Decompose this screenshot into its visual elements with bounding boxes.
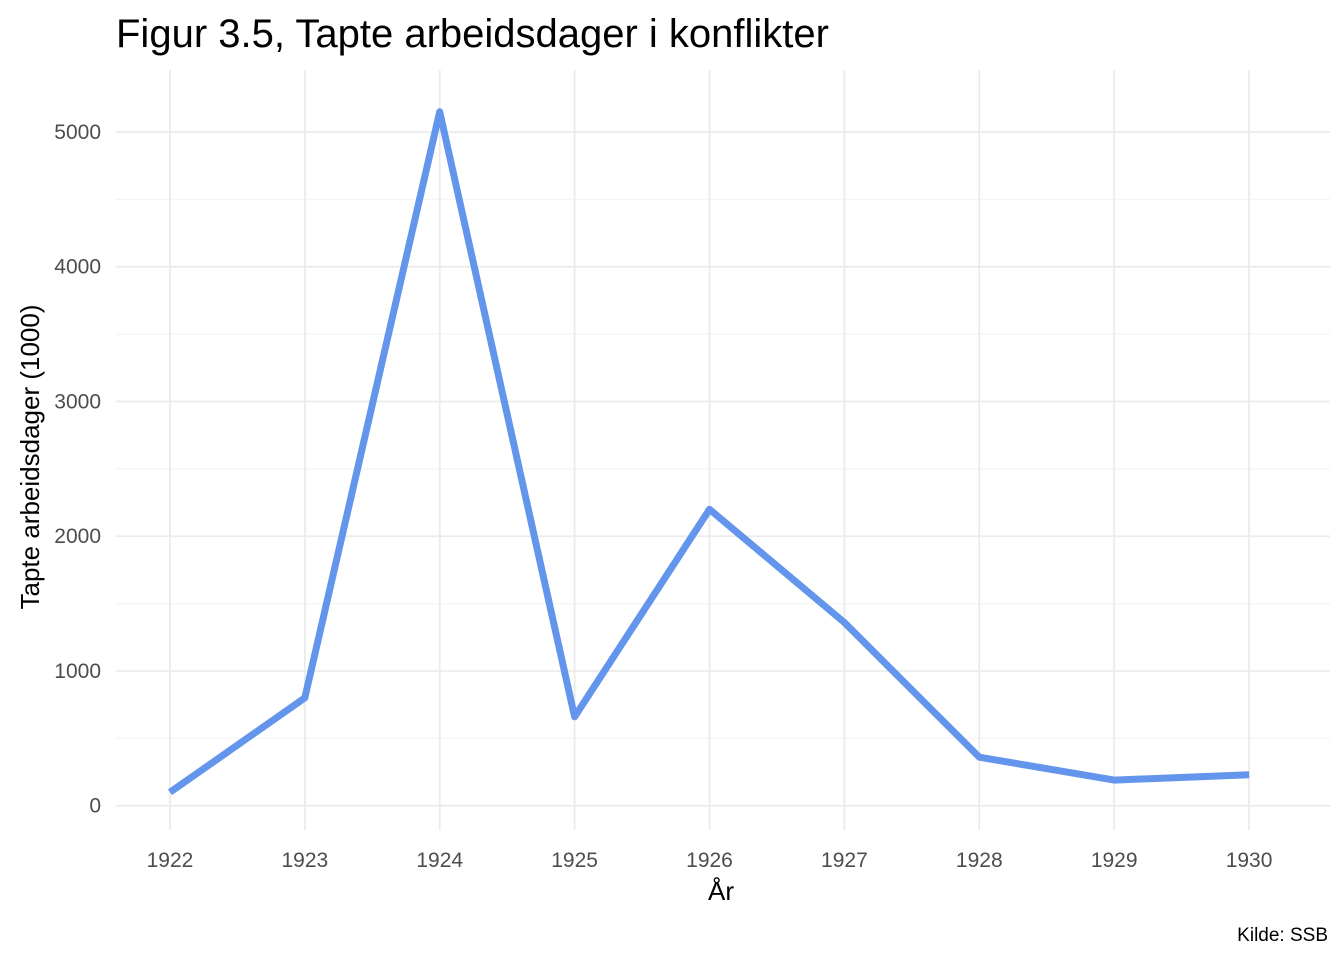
source-caption: Kilde: SSB — [1237, 925, 1328, 946]
y-tick-label: 1000 — [54, 660, 101, 683]
y-tick-label: 3000 — [54, 390, 101, 413]
x-tick-label: 1929 — [1091, 849, 1138, 872]
x-tick-label: 1922 — [147, 849, 194, 872]
x-tick-label: 1927 — [821, 849, 868, 872]
x-tick-label: 1926 — [686, 849, 733, 872]
x-tick-label: 1928 — [956, 849, 1003, 872]
chart-title: Figur 3.5, Tapte arbeidsdager i konflikt… — [116, 12, 829, 56]
y-tick-label: 4000 — [54, 256, 101, 279]
x-axis-ticks: 1922 1923 1924 1925 1926 1927 1928 1929 1930 — [147, 849, 1273, 872]
y-axis-title: Tapte arbeidsdager (1000) — [15, 305, 45, 610]
x-tick-label: 1925 — [551, 849, 598, 872]
y-axis-ticks: 0 1000 2000 3000 4000 5000 — [54, 121, 101, 818]
x-tick-label: 1923 — [281, 849, 328, 872]
y-tick-label: 0 — [89, 795, 101, 818]
x-tick-label: 1930 — [1226, 849, 1273, 872]
y-tick-label: 2000 — [54, 525, 101, 548]
x-axis-title: År — [708, 876, 734, 906]
y-tick-label: 5000 — [54, 121, 101, 144]
x-tick-label: 1924 — [416, 849, 463, 872]
series-group — [167, 108, 1250, 796]
grid-lines — [116, 70, 1330, 830]
